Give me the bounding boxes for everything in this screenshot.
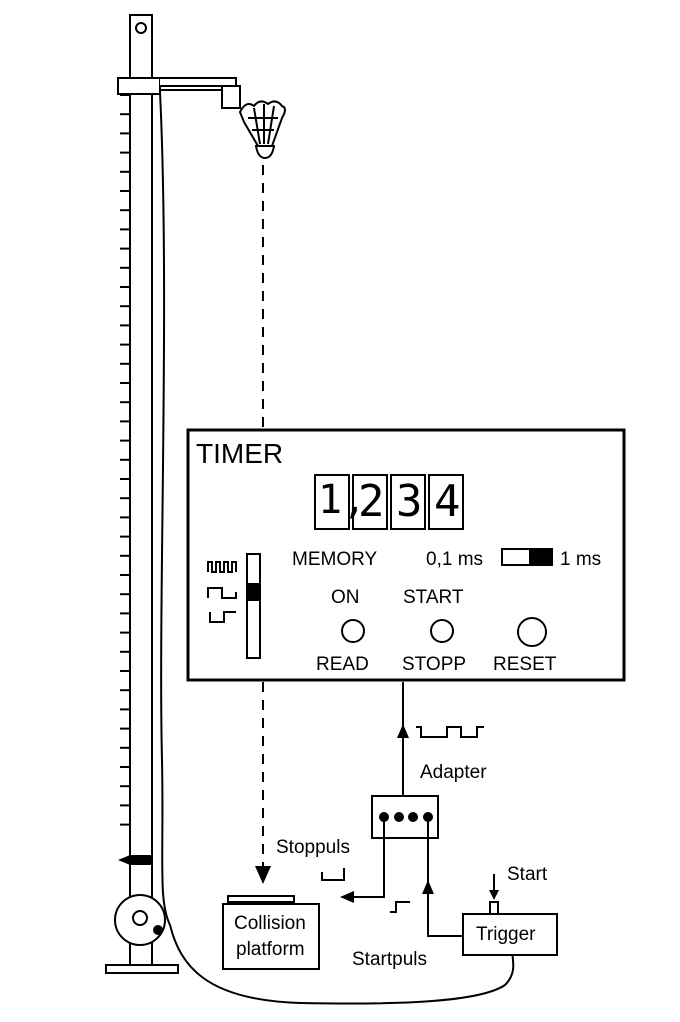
collision-label-line2: platform [236, 939, 305, 960]
trigger-label: Trigger [476, 924, 536, 945]
mode-switch[interactable] [246, 553, 261, 659]
up-arrow-icon [397, 724, 409, 738]
digit-4: 4 [434, 476, 461, 527]
on-label: ON [331, 587, 360, 608]
stoppuls-label: Stoppuls [276, 837, 350, 858]
collision-platform-box [222, 903, 320, 970]
range-high-label: 1 ms [560, 549, 602, 570]
shuttlecock-icon [238, 100, 286, 160]
startpuls-label: Startpuls [352, 949, 427, 970]
left-arrow-icon [340, 891, 354, 903]
read-knob[interactable] [341, 619, 365, 643]
pulse-train-icon [416, 726, 484, 738]
adapter-label: Adapter [420, 762, 487, 783]
release-clamp [117, 77, 241, 109]
digit-3: 3 [396, 476, 423, 527]
pulley-icon [114, 894, 166, 946]
range-switch[interactable] [501, 548, 553, 566]
string-line [159, 91, 515, 1005]
trigger-box [462, 913, 558, 956]
start-label: START [403, 587, 464, 608]
stopp-label: STOPP [402, 654, 467, 675]
pulse-mode-icons [207, 561, 237, 623]
digit-box-4 [428, 474, 464, 530]
measuring-pole [105, 14, 179, 974]
up-arrow-icon-2 [422, 880, 434, 894]
digit-1: 1, [318, 477, 367, 523]
memory-label: MEMORY [292, 549, 378, 570]
height-pointer-icon [118, 855, 152, 865]
digit-box-1 [314, 474, 350, 530]
cable-start-pulse [427, 817, 462, 937]
digit-box-2 [352, 474, 388, 530]
digit-2: 2 [358, 476, 385, 527]
scale-ticks [120, 94, 130, 826]
down-arrow-icon [489, 890, 499, 900]
range-low-label: 0,1 ms [426, 549, 484, 570]
collision-plate [227, 895, 295, 903]
start-label-trigger: Start [507, 864, 548, 885]
read-label: READ [316, 654, 369, 675]
digit-box-3 [390, 474, 426, 530]
stop-pulse-icon [321, 868, 345, 881]
reset-label: RESET [493, 654, 557, 675]
collision-label-line1: Collision [234, 913, 306, 934]
timer-title: TIMER [196, 438, 284, 469]
start-stopp-knob[interactable] [430, 619, 454, 643]
cable-stop-pulse [342, 817, 385, 898]
fall-arrow-icon [255, 866, 271, 884]
reset-knob[interactable] [517, 617, 547, 647]
start-pulse-icon [390, 901, 410, 913]
